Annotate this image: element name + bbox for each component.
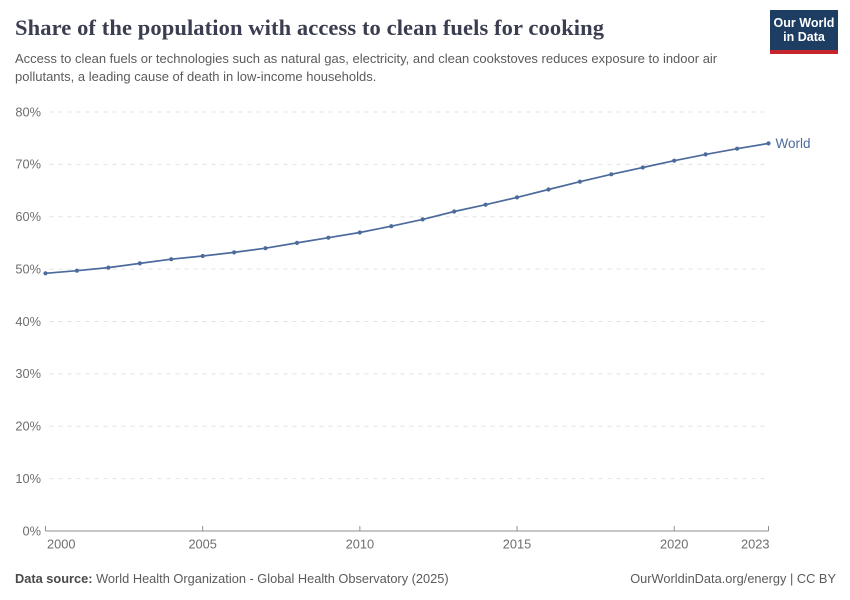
data-point: [389, 224, 394, 229]
chart-header: Share of the population with access to c…: [15, 14, 835, 87]
y-tick-label: 50%: [15, 261, 41, 276]
data-point: [766, 141, 771, 146]
owid-logo-line2: in Data: [783, 30, 825, 45]
y-tick-label: 40%: [15, 314, 41, 329]
data-point: [263, 246, 268, 251]
data-point: [169, 257, 174, 262]
data-point: [640, 165, 645, 170]
data-point: [483, 202, 488, 207]
x-tick-label: 2020: [660, 537, 688, 552]
data-point: [452, 209, 457, 214]
data-source-value[interactable]: World Health Organization - Global Healt…: [92, 571, 449, 586]
chart-footer: Data source: World Health Organization -…: [15, 571, 836, 586]
chart-title: Share of the population with access to c…: [15, 15, 605, 40]
data-point: [577, 179, 583, 184]
x-tick-label: 2010: [346, 537, 374, 552]
data-point: [137, 261, 142, 266]
data-point: [514, 195, 520, 200]
y-tick-label: 20%: [15, 419, 41, 434]
data-point: [703, 152, 708, 157]
owid-logo[interactable]: Our World in Data: [770, 10, 838, 54]
owid-license-link[interactable]: OurWorldinData.org/energy | CC BY: [630, 571, 836, 586]
data-point: [106, 265, 111, 270]
series-label: World: [776, 136, 811, 151]
y-tick-label: 70%: [15, 157, 41, 172]
data-point: [200, 253, 205, 259]
data-point: [232, 250, 237, 255]
y-tick-label: 0%: [23, 523, 42, 538]
x-tick-label: 2005: [188, 537, 216, 552]
data-source-label: Data source:: [15, 571, 93, 586]
x-tick-label: 2000: [47, 537, 75, 552]
data-point: [357, 230, 362, 235]
data-point: [672, 158, 677, 163]
x-tick-label: 2023: [741, 537, 769, 552]
data-source-text: Data source: World Health Organization -…: [15, 571, 449, 586]
chart-subtitle: Access to clean fuels or technologies su…: [15, 51, 718, 85]
x-tick-label: 2015: [503, 537, 531, 552]
y-tick-label: 30%: [15, 366, 41, 381]
data-point: [43, 271, 48, 276]
series-line: [45, 142, 769, 275]
y-tick-label: 80%: [15, 104, 41, 119]
data-point: [420, 217, 425, 222]
owid-logo-line1: Our World: [773, 16, 835, 30]
data-point: [735, 146, 740, 151]
y-tick-label: 60%: [15, 209, 41, 224]
data-point: [546, 187, 551, 192]
y-tick-label: 10%: [15, 471, 41, 486]
data-point: [609, 172, 614, 177]
data-point: [326, 235, 331, 240]
data-point: [74, 268, 79, 273]
data-point: [294, 240, 300, 245]
